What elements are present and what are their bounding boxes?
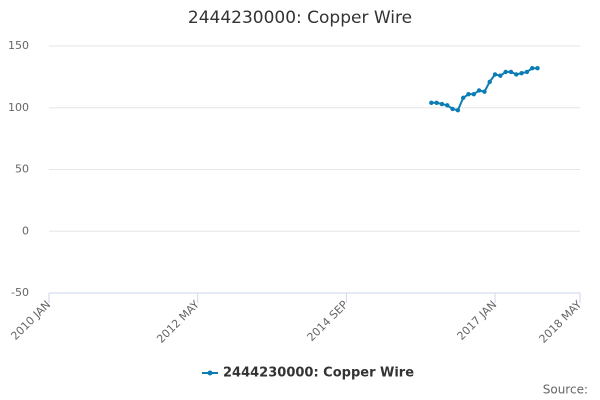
y-tick-label: 100 (8, 101, 29, 114)
source: Source: (543, 383, 588, 397)
y-tick-label: 150 (8, 39, 29, 52)
point (429, 100, 434, 106)
legend-marker (207, 370, 213, 376)
x-tick-label: 2014 SEP (305, 298, 351, 344)
point (498, 73, 503, 78)
y-tick-label: -50 (11, 286, 29, 299)
point (434, 100, 439, 106)
point (466, 91, 471, 97)
x-tick-label: 2012 MAY (154, 298, 202, 346)
point (492, 72, 498, 77)
point (524, 69, 530, 75)
point (503, 69, 508, 75)
point (439, 101, 445, 107)
point (535, 66, 540, 71)
point (476, 88, 482, 93)
point (508, 69, 514, 75)
point (514, 72, 519, 77)
point (450, 106, 455, 112)
y-tick-label: 50 (15, 163, 29, 176)
point (482, 89, 487, 94)
x-tick-label: 2017 JAN (455, 298, 500, 343)
point (460, 95, 466, 101)
legend-label: 2444230000: Copper Wire (223, 366, 414, 381)
point (487, 79, 492, 85)
point (445, 103, 450, 108)
x-tick-label: 2018 MAY (537, 298, 585, 346)
point (455, 108, 461, 113)
chart-title: 2444230000: Copper Wire (188, 8, 412, 28)
x-tick-label: 2010 JAN (8, 298, 53, 343)
point (530, 66, 535, 71)
point (471, 91, 476, 97)
y-tick-label: 0 (22, 224, 29, 237)
point (519, 70, 524, 76)
